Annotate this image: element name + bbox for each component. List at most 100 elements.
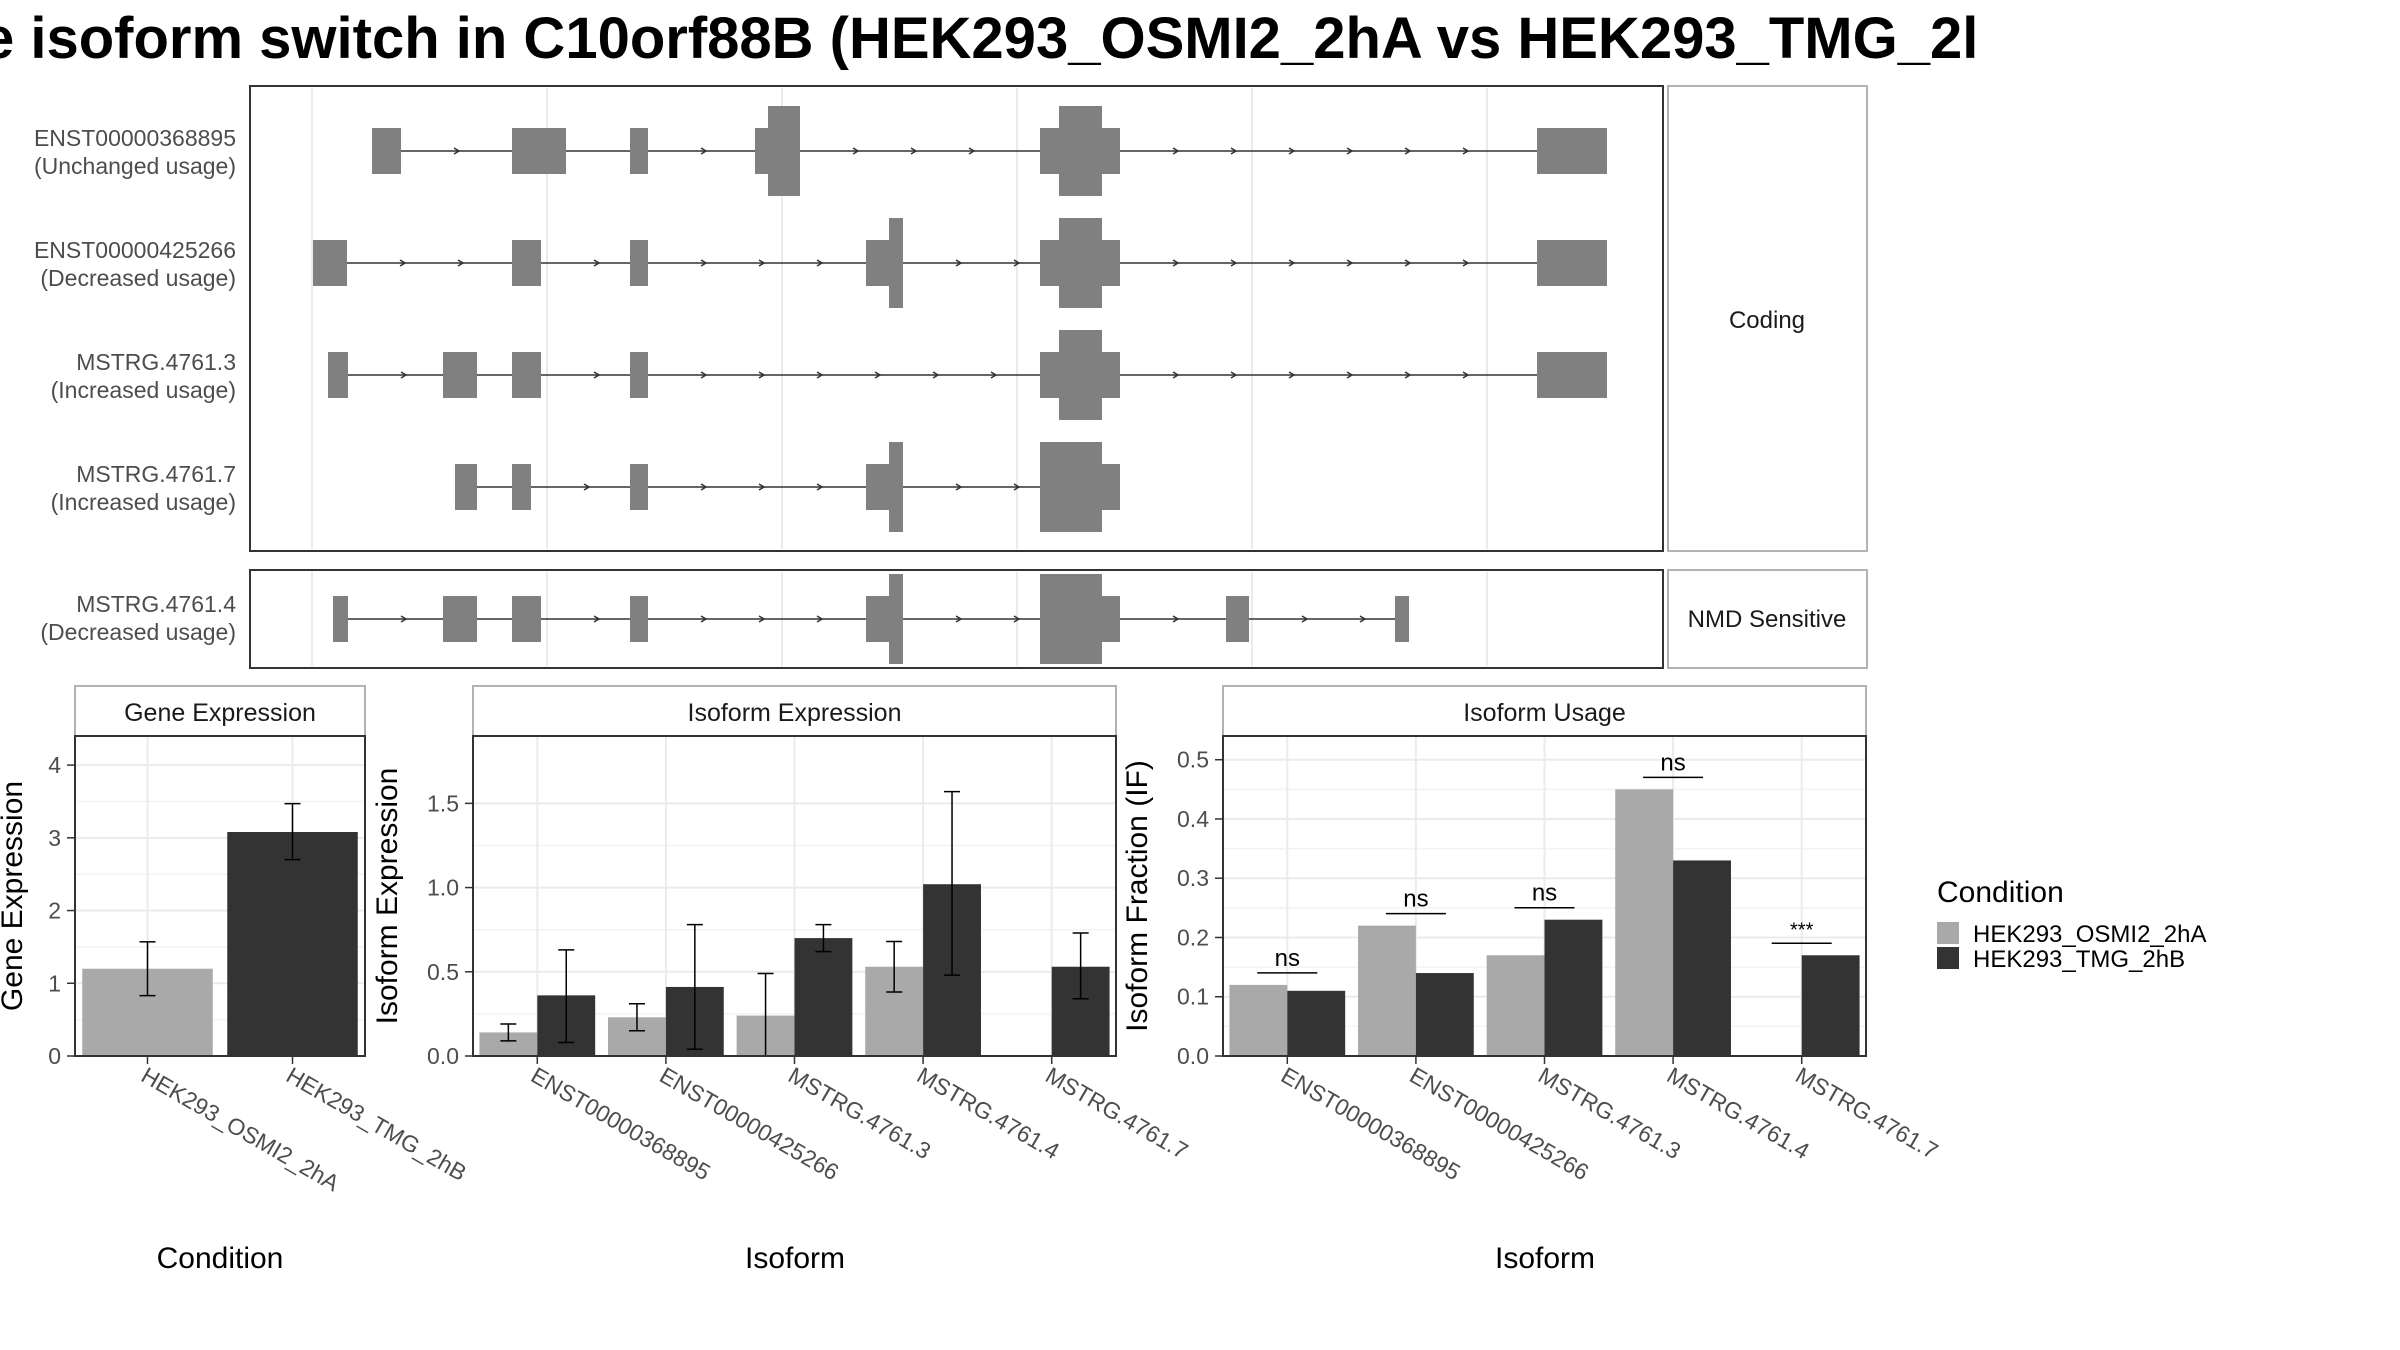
exon — [1102, 352, 1120, 398]
exon — [768, 106, 800, 196]
isoform-label-status: (Decreased usage) — [40, 265, 236, 291]
chart-2: Isoform Expression0.00.51.01.5ENST000003… — [371, 685, 1193, 1275]
exon — [889, 218, 903, 308]
exon — [630, 352, 648, 398]
bar — [1673, 860, 1731, 1056]
y-tick-label: 3 — [48, 825, 61, 851]
strand-arrow — [1013, 483, 1021, 491]
strand-arrow — [816, 483, 824, 491]
isoform-label-id: ENST00000368895 — [34, 125, 236, 151]
strand-arrow — [758, 371, 766, 379]
strand-arrow — [910, 147, 918, 155]
exon — [1102, 128, 1120, 174]
y-axis-title: Gene Expression — [0, 781, 29, 1011]
exon — [443, 352, 477, 398]
bar — [1287, 990, 1346, 1056]
strand-arrow — [1404, 259, 1412, 267]
exon — [1040, 352, 1059, 398]
strand-arrow — [1462, 371, 1470, 379]
isoform-label-status: (Increased usage) — [51, 489, 236, 515]
exon — [512, 352, 541, 398]
panel-strip-label: Isoform Expression — [688, 699, 902, 727]
exon — [1040, 128, 1059, 174]
legend-label-cond2: HEK293_TMG_2hB — [1973, 946, 2185, 973]
x-axis-title: Condition — [157, 1242, 284, 1275]
strand-arrow — [1172, 371, 1180, 379]
coding-strip-label: Coding — [1729, 307, 1805, 334]
isoform-label-id: MSTRG.4761.3 — [76, 349, 236, 375]
y-tick-label: 0.2 — [1177, 924, 1209, 950]
exon — [1040, 574, 1059, 664]
y-tick-label: 0.1 — [1177, 984, 1209, 1010]
strand-arrow — [700, 483, 708, 491]
coding-strip — [1667, 85, 1868, 552]
exon — [455, 464, 477, 510]
strand-arrow — [453, 147, 461, 155]
strand-arrow — [700, 371, 708, 379]
exon — [443, 596, 477, 642]
strand-arrow — [1404, 371, 1412, 379]
panel-strip — [472, 685, 1117, 737]
y-tick-label: 1 — [48, 970, 61, 996]
exon — [866, 240, 889, 286]
strand-arrow — [1346, 371, 1354, 379]
strand-arrow — [1404, 147, 1412, 155]
bar — [794, 938, 853, 1056]
strand-arrow — [457, 259, 465, 267]
exon — [630, 128, 648, 174]
legend-swatch-cond2 — [1937, 947, 1959, 969]
strand-arrow — [955, 615, 963, 623]
strand-arrow — [758, 615, 766, 623]
exon — [1537, 128, 1607, 174]
y-tick-label: 1.0 — [427, 875, 459, 901]
strand-arrow — [1172, 147, 1180, 155]
isoform-track — [333, 574, 1409, 664]
panel-strip — [1222, 685, 1867, 737]
exon — [1395, 596, 1409, 642]
bar-chart-panels: Gene Expression01234HEK293_OSMI2_2hAHEK2… — [0, 685, 1943, 1275]
strand-arrow — [593, 615, 601, 623]
condition-legend: Condition HEK293_OSMI2_2hA HEK293_TMG_2h… — [1937, 876, 2206, 973]
strand-arrow — [593, 259, 601, 267]
isoform-label-id: MSTRG.4761.7 — [76, 461, 236, 487]
strand-arrow — [955, 483, 963, 491]
x-axis-title: Isoform — [745, 1242, 845, 1275]
strand-arrow — [852, 147, 860, 155]
strand-arrow — [1359, 615, 1367, 623]
strand-arrow — [990, 371, 998, 379]
strand-arrow — [816, 371, 824, 379]
exon — [1059, 330, 1102, 420]
x-tick-label: MSTRG.4761.7 — [1041, 1062, 1192, 1164]
panel-strip-label: Isoform Usage — [1463, 699, 1626, 727]
panel-strip-label: Gene Expression — [124, 699, 316, 727]
bar — [227, 832, 358, 1056]
coding-panel-border — [249, 85, 1664, 552]
exon — [328, 352, 348, 398]
strand-arrow — [1172, 259, 1180, 267]
exon — [372, 128, 401, 174]
y-tick-label: 1.5 — [427, 790, 459, 816]
strand-arrow — [1288, 371, 1296, 379]
strand-arrow — [1288, 259, 1296, 267]
exon — [1059, 442, 1102, 532]
exon — [1040, 442, 1059, 532]
strand-arrow — [1013, 615, 1021, 623]
strand-arrow — [1301, 615, 1309, 623]
exon — [630, 596, 648, 642]
isoform-track — [313, 218, 1607, 308]
exon — [755, 128, 768, 174]
legend-swatch-cond1 — [1937, 922, 1959, 944]
y-tick-label: 0 — [48, 1043, 61, 1069]
nmd-strip-label: NMD Sensitive — [1688, 606, 1847, 633]
y-axis-title: Isoform Expression — [371, 768, 404, 1025]
exon — [630, 464, 648, 510]
bar — [479, 1032, 538, 1056]
significance-label: *** — [1790, 919, 1814, 941]
isoform-label-status: (Decreased usage) — [40, 619, 236, 645]
y-tick-label: 4 — [48, 752, 61, 778]
exon — [1226, 596, 1249, 642]
bar — [1486, 955, 1545, 1056]
bar — [1229, 984, 1288, 1056]
strand-arrow — [1462, 259, 1470, 267]
nmd-panel-border — [249, 569, 1664, 669]
